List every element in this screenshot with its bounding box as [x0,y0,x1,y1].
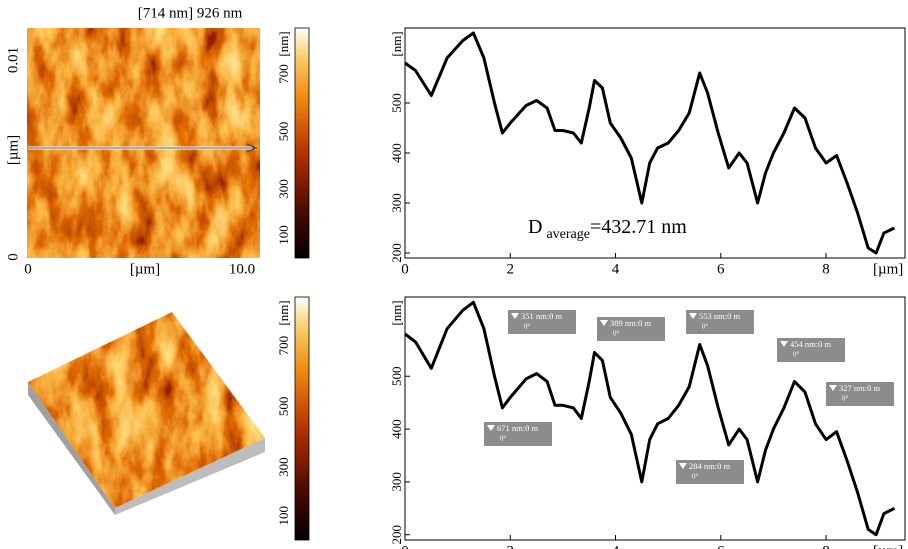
x-tick-label: 8 [822,543,830,549]
marker-label: 389 nm:0 m [610,318,651,328]
y-tick-label: 0.01 [5,47,21,73]
colorbar-tick-label: 100 [276,225,291,245]
x-tick-label: 8 [822,261,830,277]
colorbar-tick-label: 300 [276,179,291,199]
marker-box [597,317,665,341]
colorbar-tick-label: 100 [276,506,291,526]
marker-icon [679,463,687,469]
marker-label: 671 nm:0 m [497,423,538,433]
x-axis-label: [µm] [873,543,903,549]
marker-angle: 0° [692,473,699,481]
annotation-symbol: D [528,216,542,238]
y-tick-label: 300 [389,193,404,213]
annotation-subscript: average [546,227,590,242]
surface-base [115,438,265,515]
marker-box [826,382,894,406]
marker-icon [600,320,608,326]
x-tick-label: 4 [612,543,620,549]
x-tick-label: 2 [507,261,515,277]
y-tick-label: 300 [389,472,404,492]
marker-angle: 0° [613,330,620,338]
colorbar-tick-label: 300 [276,457,291,477]
afm-image [27,28,260,258]
marker-icon [829,385,837,391]
x-tick-label: 6 [717,543,725,549]
colorbar-unit: [nm] [276,300,291,325]
scale-label: [714 nm] 926 nm [138,5,243,21]
marker-angle: 0° [702,323,709,331]
marker-box [484,422,552,446]
marker-icon [487,425,495,431]
marker-angle: 0° [500,435,507,443]
marker-icon [511,313,519,319]
colorbar-unit: [nm] [276,31,291,56]
y-axis-label: [nm] [389,300,404,325]
x-tick-label: 2 [507,543,515,549]
surface-base [28,382,115,515]
marker-angle: 0° [793,351,800,359]
marker-angle: 0° [842,395,849,403]
colorbar [294,27,310,259]
x-tick-label: 10.0 [229,261,255,277]
plot-frame [404,296,906,541]
profile-line [404,31,896,255]
x-tick-label: 0 [24,261,32,277]
marker-box [686,310,754,334]
colorbar-tick-label: 700 [276,64,291,84]
y-tick-label: 500 [389,366,404,386]
afm-3d-surface [28,312,265,508]
y-tick-label: 200 [389,243,404,263]
marker-icon [780,341,788,347]
annotation-value: =432.71 nm [590,216,687,238]
y-axis-label: [µm] [5,135,21,165]
x-tick-label: 0 [401,543,409,549]
x-tick-label: 0 [401,261,409,277]
marker-label: 351 nm:0 m [521,311,562,321]
y-axis-label: [nm] [389,31,404,56]
y-tick-label: 400 [389,419,404,439]
marker-label: 284 nm:0 m [689,461,730,471]
x-tick-label: 6 [717,261,725,277]
colorbar [294,296,310,541]
x-axis-label: [µm] [130,261,160,277]
colorbar-tick-label: 500 [276,122,291,142]
colorbar-tick-label: 700 [276,336,291,356]
marker-box [508,310,576,334]
y-tick-label: 200 [389,525,404,545]
x-axis-label: [µm] [873,261,903,277]
marker-icon [689,313,697,319]
marker-label: 454 nm:0 m [790,339,831,349]
y-tick-label: 400 [389,143,404,163]
surface-texture [28,312,265,508]
marker-angle: 0° [524,323,531,331]
y-tick-label: 500 [389,93,404,113]
y-tick-label: 0 [5,253,21,261]
marker-label: 553 nm:0 m [699,311,740,321]
marker-box [777,338,845,362]
plot-frame [404,27,906,259]
x-tick-label: 4 [612,261,620,277]
profile-line [404,300,896,537]
marker-box [676,460,744,484]
marker-label: 327 nm:0 m [839,383,880,393]
colorbar-tick-label: 500 [276,397,291,417]
